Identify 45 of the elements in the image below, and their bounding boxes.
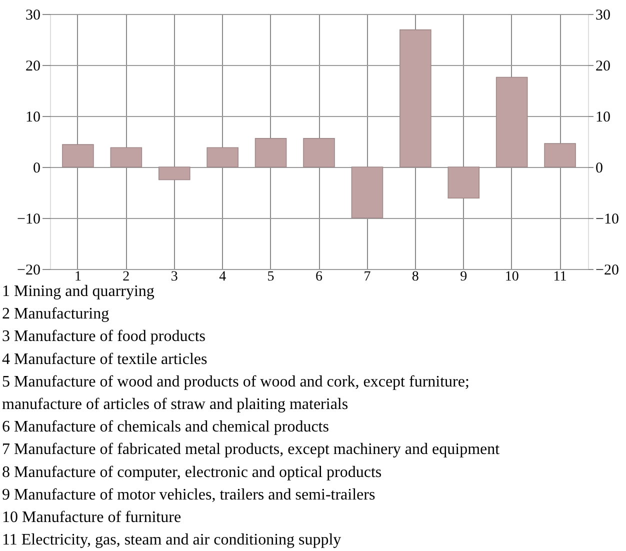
bar bbox=[158, 166, 190, 180]
text: 4 Manufacture of textile articles bbox=[2, 350, 208, 368]
y2-tick-label: 30 bbox=[596, 8, 610, 24]
y2-tick-label: 10 bbox=[596, 110, 610, 126]
bar bbox=[254, 138, 287, 168]
x-tick-label: 4 bbox=[219, 270, 226, 284]
bar bbox=[448, 166, 480, 199]
y2-tick-label: −20 bbox=[596, 262, 619, 278]
text: 1 Mining and quarrying bbox=[2, 283, 154, 300]
text: 9 Manufacture of motor vehicles, trailers and semi-trailers bbox=[2, 486, 376, 504]
x-tick-label: 11 bbox=[553, 270, 567, 284]
text: 3 Manufacture of food products bbox=[2, 328, 206, 346]
x-tick-label: 7 bbox=[364, 270, 371, 284]
text: 6 Manufacture of chemicals and chemical products bbox=[2, 418, 329, 436]
y-tick-label: 10 bbox=[26, 110, 40, 126]
y2-tick-label: 0 bbox=[596, 160, 603, 176]
bar bbox=[303, 138, 335, 168]
text: 5 Manufacture of wood and products of wood and cork, except furniture; manufacture of articles of straw and plaiting materials bbox=[2, 373, 470, 413]
text: 10 Manufacture of furniture bbox=[2, 509, 182, 526]
x-tick-label: 2 bbox=[122, 270, 130, 284]
bar bbox=[496, 76, 528, 168]
text: 8 Manufacture of computer, electronic and optical products bbox=[2, 464, 382, 481]
y-tick-label: 30 bbox=[26, 8, 40, 24]
y-tick-label: 0 bbox=[33, 160, 40, 176]
bar bbox=[62, 144, 94, 168]
x-tick-label: 6 bbox=[316, 270, 322, 284]
y-tick-label: −10 bbox=[17, 212, 40, 228]
text: 2 Manufacturing bbox=[2, 306, 110, 323]
x-tick-label: 10 bbox=[504, 270, 519, 284]
text: 11 Electricity, gas, steam and air conditioning supply bbox=[2, 532, 342, 549]
x-tick-label: 3 bbox=[170, 270, 178, 284]
y2-tick-label: 20 bbox=[596, 58, 610, 74]
bar bbox=[206, 147, 238, 168]
x-tick-label: 8 bbox=[412, 270, 419, 284]
bar bbox=[544, 143, 576, 168]
y-tick-label: −20 bbox=[17, 262, 40, 278]
y-tick-label: 20 bbox=[26, 58, 40, 74]
bar bbox=[351, 166, 384, 218]
x-tick-label: 5 bbox=[267, 270, 274, 284]
bar bbox=[400, 29, 432, 168]
y2-tick-label: −10 bbox=[596, 212, 619, 228]
x-tick-label: 9 bbox=[460, 270, 468, 284]
bar bbox=[110, 147, 142, 168]
x-tick-label: 1 bbox=[74, 270, 82, 284]
text: 7 Manufacture of fabricated metal products, except machinery and equipment bbox=[2, 441, 500, 458]
